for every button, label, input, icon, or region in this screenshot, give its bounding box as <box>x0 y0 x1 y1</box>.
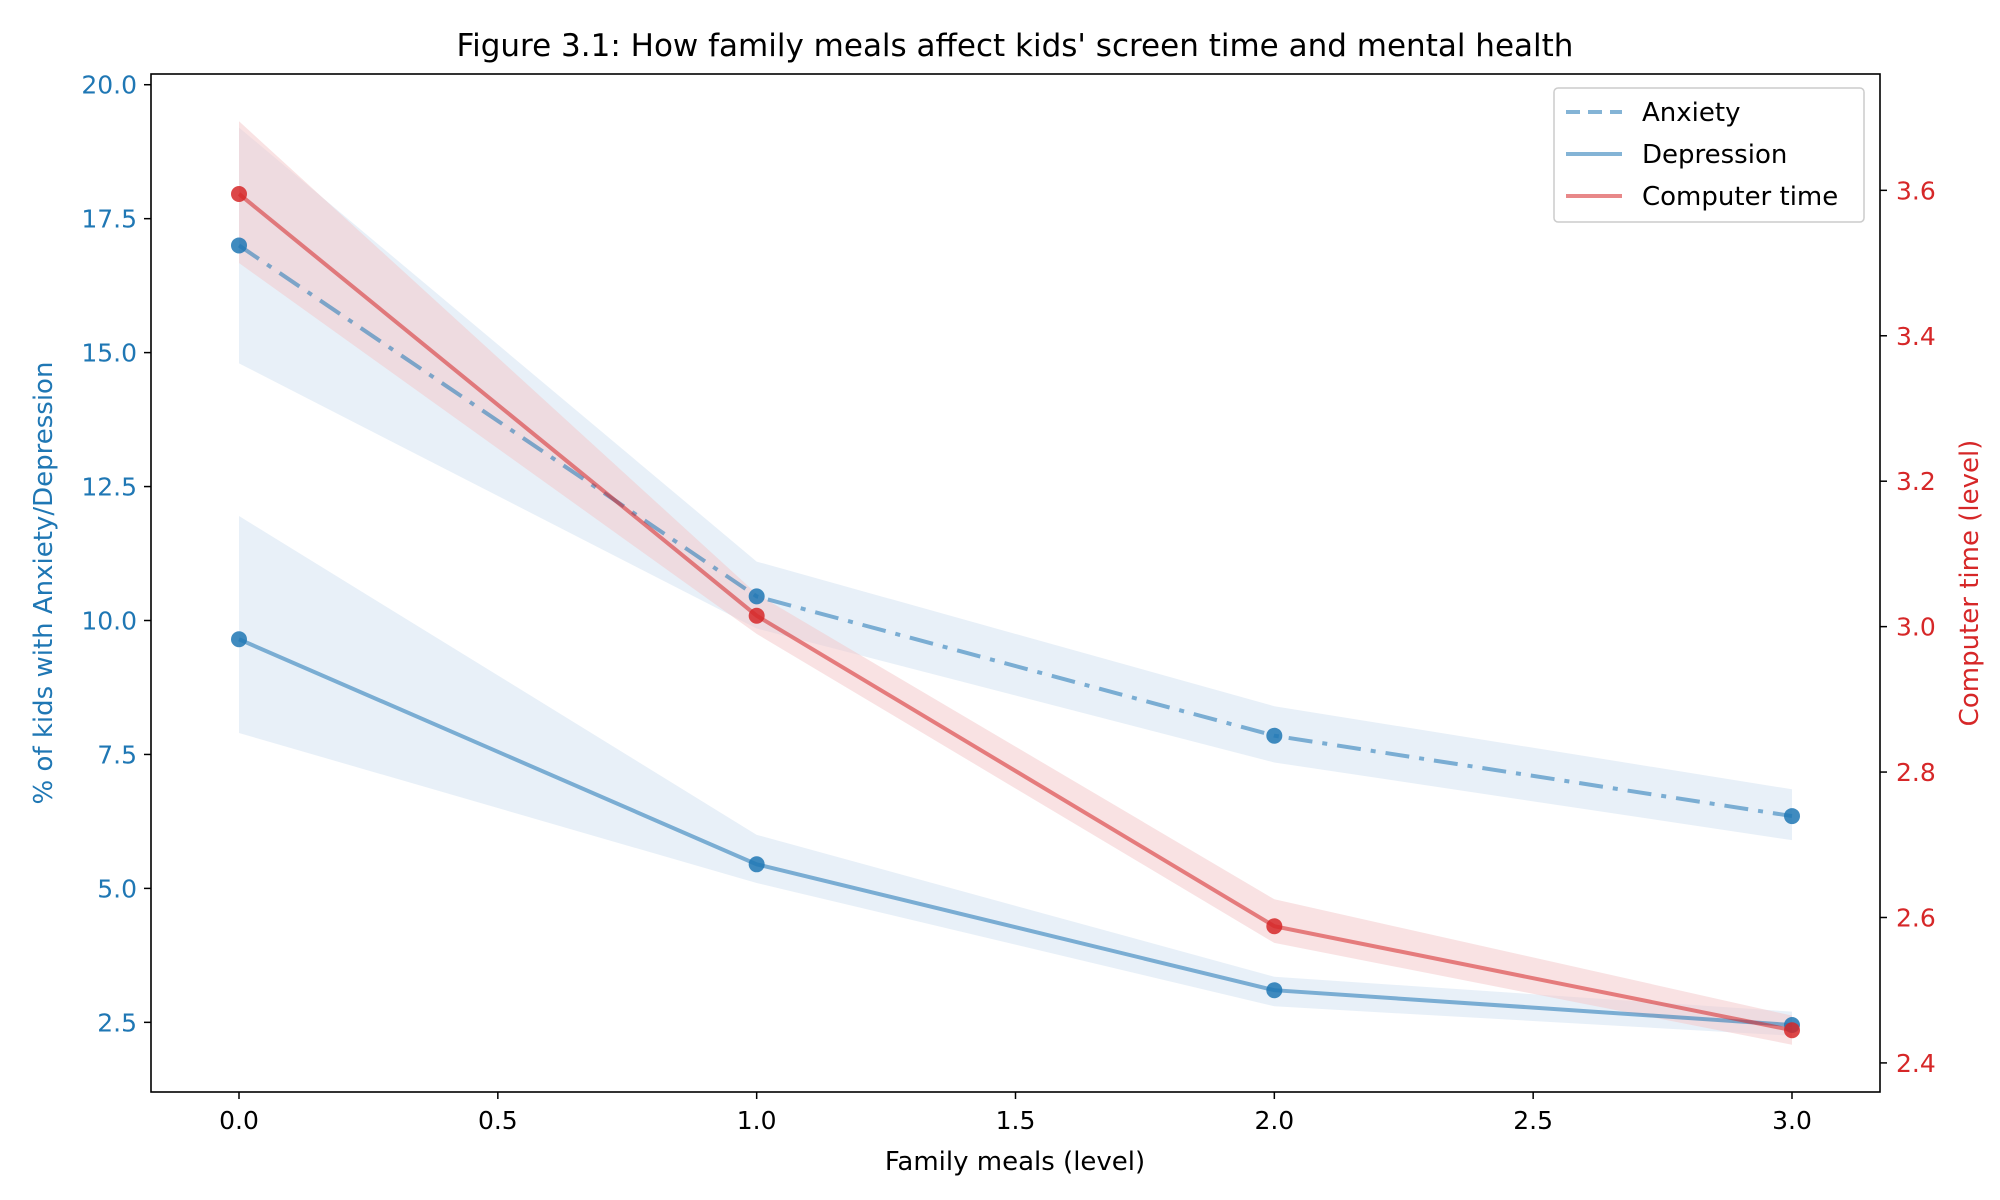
x-tick-label-2: 1.0 <box>737 1106 777 1135</box>
y-axis-right: 2.4 2.6 2.8 3.0 3.2 3.4 3.6 <box>1880 176 1936 1078</box>
x-tick-label-1: 0.5 <box>478 1106 518 1135</box>
series-points <box>231 185 1800 1039</box>
point-computer-time-0 <box>231 185 248 202</box>
y-left-tick-label-1: 5.0 <box>97 874 137 903</box>
y-axis-left: 2.5 5.0 7.5 10.0 12.5 15.0 17.5 20.0 <box>81 71 151 1037</box>
y-left-tick-label-0: 2.5 <box>97 1008 137 1037</box>
y-axis-left-label: % of kids with Anxiety/Depression <box>29 362 59 805</box>
y-axis-right-label: Computer time (level) <box>1955 440 1985 727</box>
y-left-tick-label-2: 7.5 <box>97 740 137 769</box>
line-anxiety <box>237 243 1793 819</box>
point-computer-time-2 <box>1266 918 1283 935</box>
y-right-tick-label-1: 2.6 <box>1896 903 1936 932</box>
line-depression <box>238 637 1793 1028</box>
point-computer-time-3 <box>1783 1022 1800 1039</box>
legend: Anxiety Depression Computer time <box>1553 87 1865 223</box>
series-lines <box>237 192 1793 1033</box>
x-tick-label-6: 3.0 <box>1772 1106 1812 1135</box>
legend-label-anxiety: Anxiety <box>1642 98 1740 128</box>
point-depression-1 <box>748 856 765 873</box>
point-depression-0 <box>231 631 248 648</box>
chart-title: Figure 3.1: How family meals affect kids… <box>457 28 1574 64</box>
legend-box <box>1553 87 1865 223</box>
y-right-tick-label-0: 2.4 <box>1896 1049 1936 1078</box>
y-right-tick-label-2: 2.8 <box>1896 758 1936 787</box>
y-left-tick-label-3: 10.0 <box>81 607 137 636</box>
line-computer-time <box>237 192 1793 1033</box>
y-left-tick-label-6: 17.5 <box>81 205 137 234</box>
x-axis-label: Family meals (level) <box>885 1147 1145 1177</box>
x-tick-label-5: 2.5 <box>1513 1106 1553 1135</box>
point-anxiety-2 <box>1266 727 1283 744</box>
legend-label-computer-time: Computer time <box>1642 182 1838 212</box>
y-right-tick-label-6: 3.6 <box>1896 176 1936 205</box>
point-anxiety-0 <box>231 237 248 254</box>
point-computer-time-1 <box>748 607 765 624</box>
point-anxiety-3 <box>1783 808 1800 825</box>
y-right-tick-label-5: 3.4 <box>1896 322 1936 351</box>
y-right-tick-label-4: 3.2 <box>1896 467 1936 496</box>
x-tick-label-4: 2.0 <box>1254 1106 1294 1135</box>
legend-label-depression: Depression <box>1642 140 1787 170</box>
y-right-tick-label-3: 3.0 <box>1896 613 1936 642</box>
y-left-tick-label-7: 20.0 <box>81 71 137 100</box>
point-anxiety-1 <box>748 588 765 605</box>
y-left-tick-label-4: 12.5 <box>81 473 137 502</box>
x-axis: 0.0 0.5 1.0 1.5 2.0 2.5 3.0 <box>219 1092 1812 1135</box>
confidence-bands <box>239 121 1792 1045</box>
y-left-tick-label-5: 15.0 <box>81 339 137 368</box>
x-tick-label-3: 1.5 <box>996 1106 1036 1135</box>
x-tick-label-0: 0.0 <box>219 1106 259 1135</box>
point-depression-2 <box>1266 982 1283 999</box>
